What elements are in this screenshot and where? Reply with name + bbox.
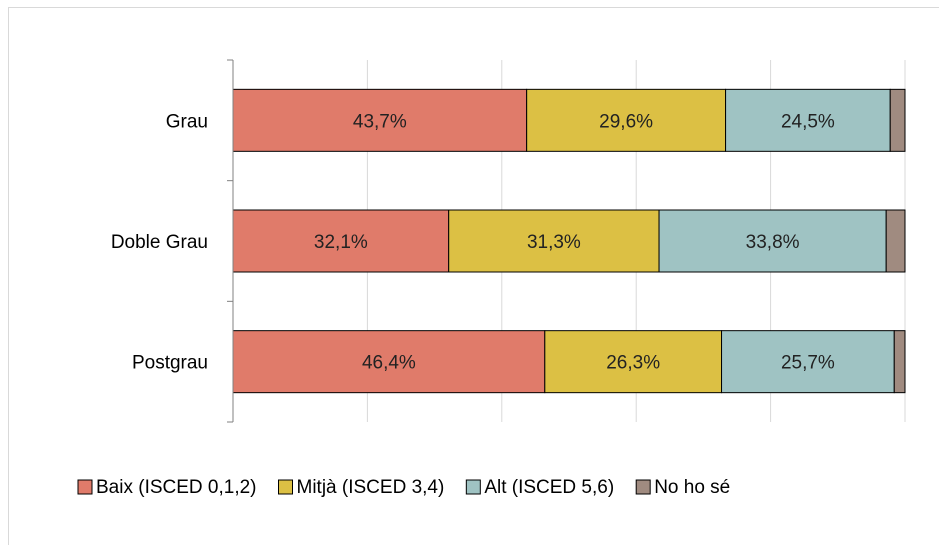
data-label: 46,4%: [362, 353, 416, 374]
category-label: Grau: [166, 111, 208, 132]
bar-segment-2: [448, 209, 660, 273]
bar-segment-4: [889, 88, 906, 152]
bar-segment-1: [232, 88, 528, 152]
bar-segment-3: [721, 330, 895, 394]
bar-segment-4: [885, 209, 906, 273]
legend-swatch: [278, 479, 293, 495]
legend-label: Alt (ISCED 5,6): [484, 477, 614, 498]
legend-label: Mitjà (ISCED 3,4): [297, 477, 445, 498]
legend-swatch: [465, 479, 481, 495]
legend: Baix (ISCED 0,1,2) Mitjà (ISCED 3,4) Alt (…: [77, 477, 730, 498]
data-label: 33,8%: [746, 232, 800, 253]
bar-segment-3: [658, 209, 887, 273]
chart-frame: [8, 7, 939, 545]
data-label: 25,7%: [781, 353, 835, 374]
category-label: Doble Grau: [111, 232, 208, 253]
data-label: 31,3%: [527, 232, 581, 253]
category-axis: Grau Doble Grau Postgrau: [111, 59, 234, 423]
bar-segment-1: [232, 330, 546, 394]
legend-label: No ho sé: [654, 477, 730, 498]
bar-segment-2: [544, 330, 723, 394]
bar-segment-4: [893, 330, 906, 394]
data-label: 26,3%: [606, 353, 660, 374]
bars: 43,7% 29,6% 24,5% 32,1% 31,3% 33,8% 46,4% 26,3%…: [232, 88, 906, 394]
data-label: 32,1%: [314, 232, 368, 253]
bar-segment-3: [725, 88, 891, 152]
legend-swatch: [635, 479, 651, 495]
data-label: 29,6%: [599, 111, 653, 132]
legend-label: Baix (ISCED 0,1,2): [96, 477, 257, 498]
data-label: 43,7%: [353, 111, 407, 132]
category-label: Postgrau: [132, 353, 208, 374]
legend-swatch: [77, 479, 93, 495]
data-label: 24,5%: [781, 111, 835, 132]
